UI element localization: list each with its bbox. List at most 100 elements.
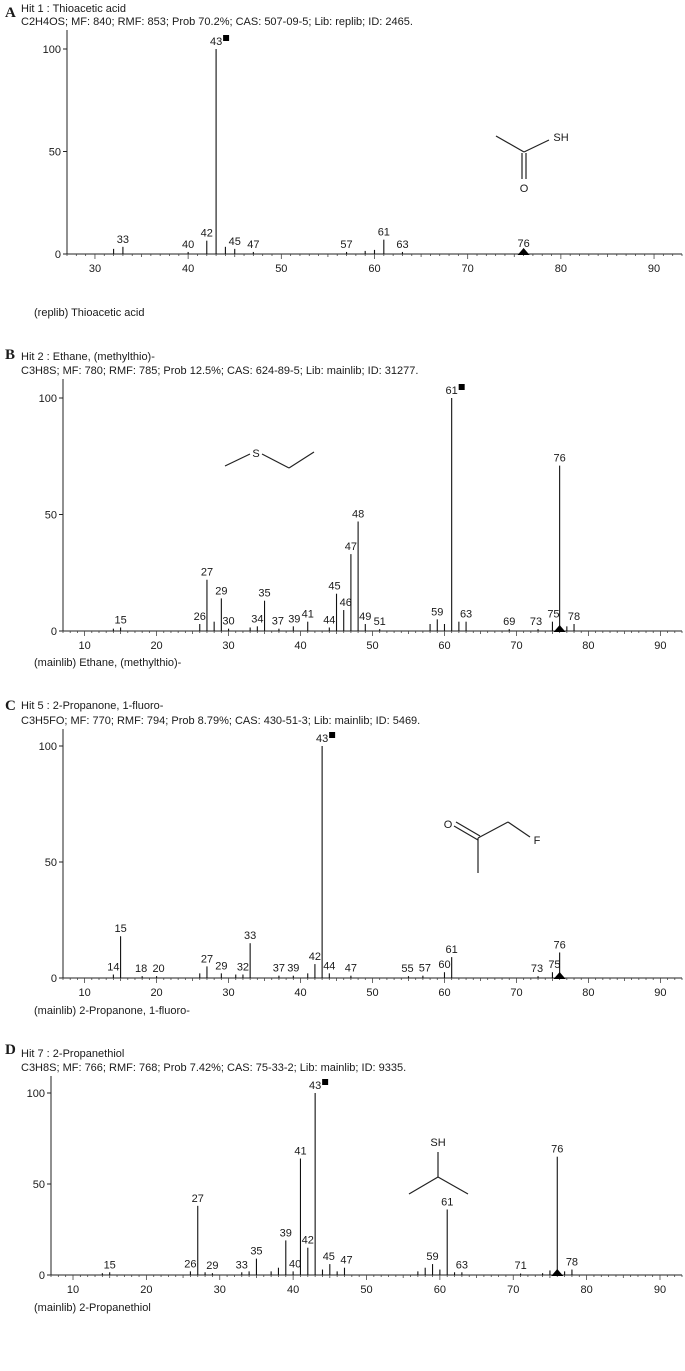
x-tick-label: 50 <box>360 1284 372 1296</box>
peak-label: 47 <box>247 239 259 251</box>
peak-label: 61 <box>441 1196 453 1208</box>
peak-label: 78 <box>568 611 580 623</box>
atom-label: SH <box>553 132 568 144</box>
x-tick-label: 10 <box>78 640 90 652</box>
peak-label: 75 <box>548 959 560 971</box>
peak-label: 33 <box>236 1259 248 1271</box>
x-tick-label: 60 <box>434 1284 446 1296</box>
peak-label: 37 <box>272 616 284 628</box>
molecular-ion-marker <box>553 972 566 979</box>
atom-label: S <box>252 448 259 460</box>
peak-label: 27 <box>201 953 213 965</box>
peak-label: 61 <box>378 227 390 239</box>
hit-title: Hit 1 : Thioacetic acid <box>21 3 126 15</box>
library-caption: (replib) Thioacetic acid <box>34 307 144 319</box>
peak-label: 39 <box>280 1227 292 1239</box>
molecular-ion-marker <box>553 625 566 632</box>
peak-label: 48 <box>352 508 364 520</box>
hit-details: C3H8S; MF: 766; RMF: 768; Prob 7.42%; CA… <box>21 1062 406 1074</box>
peak-label: 41 <box>294 1146 306 1158</box>
x-tick-label: 80 <box>582 640 594 652</box>
library-caption: (mainlib) Ethane, (methylthio)- <box>34 657 182 669</box>
y-tick-label: 0 <box>55 249 61 261</box>
peak-label: 46 <box>340 597 352 609</box>
peak-label: 26 <box>194 611 206 623</box>
peak-label: 15 <box>104 1259 116 1271</box>
peak-label: 63 <box>456 1259 468 1271</box>
base-peak-marker <box>223 35 230 41</box>
hit-details: C3H8S; MF: 780; RMF: 785; Prob 12.5%; CA… <box>21 365 418 377</box>
bond-line <box>224 453 251 467</box>
x-tick-label: 70 <box>510 987 522 999</box>
molecular-ion-marker <box>517 248 530 255</box>
bond-line <box>261 453 290 469</box>
peak-label: 40 <box>182 239 194 251</box>
panel-letter: C <box>5 698 16 714</box>
base-peak-marker <box>329 732 336 738</box>
peak-label: 75 <box>547 609 559 621</box>
y-tick-label: 100 <box>43 44 61 56</box>
hit-title: Hit 7 : 2-Propanethiol <box>21 1048 124 1060</box>
peak-label: 73 <box>531 963 543 975</box>
y-tick-label: 50 <box>45 510 57 522</box>
panel-letter: A <box>5 5 16 21</box>
bond-line <box>455 821 481 837</box>
peak-label: 61 <box>446 385 458 397</box>
peak-label: 76 <box>517 238 529 250</box>
y-tick-label: 0 <box>39 1270 45 1282</box>
peak-label: 15 <box>114 615 126 627</box>
y-tick-label: 0 <box>51 973 57 985</box>
base-peak-marker <box>322 1079 329 1085</box>
peak-label: 41 <box>302 609 314 621</box>
peak-label: 27 <box>201 567 213 579</box>
x-tick-label: 80 <box>580 1284 592 1296</box>
peak-label: 47 <box>340 1255 352 1267</box>
y-tick-label: 50 <box>45 857 57 869</box>
x-tick-label: 30 <box>222 640 234 652</box>
spectrum-panel-d: D Hit 7 : 2-Propanethiol C3H8S; MF: 766; R… <box>5 1042 683 1314</box>
bond-line <box>507 821 531 838</box>
peak-label: 63 <box>396 239 408 251</box>
peak-label: 61 <box>446 944 458 956</box>
peak-label: 63 <box>460 609 472 621</box>
peak-label: 57 <box>419 963 431 975</box>
y-tick-label: 100 <box>39 393 57 405</box>
base-peak-marker <box>458 384 465 390</box>
panel-letter: D <box>5 1042 16 1058</box>
peak-label: 15 <box>114 923 126 935</box>
peak-label: 59 <box>426 1251 438 1263</box>
x-tick-label: 40 <box>294 640 306 652</box>
peak-label: 60 <box>438 959 450 971</box>
x-tick-label: 20 <box>150 640 162 652</box>
y-tick-label: 100 <box>39 741 57 753</box>
peak-label: 59 <box>431 606 443 618</box>
bond-line <box>408 1176 439 1195</box>
x-tick-label: 30 <box>214 1284 226 1296</box>
molecular-ion-marker <box>551 1269 564 1276</box>
peak-label: 33 <box>117 234 129 246</box>
peak-label: 45 <box>323 1251 335 1263</box>
hit-title: Hit 2 : Ethane, (methylthio)- <box>21 351 155 363</box>
hit-details: C3H5FO; MF: 770; RMF: 794; Prob 8.79%; C… <box>21 715 420 727</box>
structure-diagram: SH O <box>495 132 569 195</box>
structure-diagram: SH <box>408 1137 469 1195</box>
x-tick-label: 40 <box>287 1284 299 1296</box>
atom-label: F <box>534 835 541 847</box>
x-tick-label: 80 <box>582 987 594 999</box>
bond-line <box>477 821 509 839</box>
x-tick-label: 20 <box>140 1284 152 1296</box>
peak-label: 26 <box>184 1258 196 1270</box>
library-caption: (mainlib) 2-Propanethiol <box>34 1302 151 1314</box>
peak-label: 32 <box>237 962 249 974</box>
peak-label: 47 <box>345 541 357 553</box>
hit-title: Hit 5 : 2-Propanone, 1-fluoro- <box>21 700 164 712</box>
x-tick-label: 30 <box>222 987 234 999</box>
peak-label: 42 <box>302 1235 314 1247</box>
bond-line <box>523 139 550 153</box>
peak-label: 69 <box>503 616 515 628</box>
peak-label: 76 <box>554 939 566 951</box>
atom-label: O <box>444 819 453 831</box>
peak-label: 55 <box>401 963 413 975</box>
